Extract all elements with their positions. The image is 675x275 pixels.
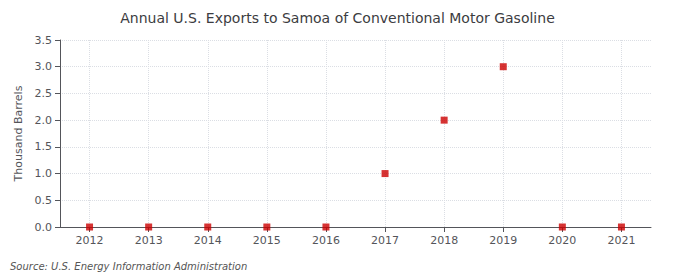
svg-text:2.5: 2.5 bbox=[35, 87, 53, 100]
svg-text:2016: 2016 bbox=[312, 234, 340, 247]
svg-text:3.0: 3.0 bbox=[35, 60, 53, 73]
svg-text:2.0: 2.0 bbox=[35, 114, 53, 127]
svg-text:2017: 2017 bbox=[371, 234, 399, 247]
svg-text:2021: 2021 bbox=[607, 234, 635, 247]
svg-text:2012: 2012 bbox=[76, 234, 104, 247]
svg-text:2020: 2020 bbox=[548, 234, 576, 247]
svg-text:Annual U.S. Exports to Samoa o: Annual U.S. Exports to Samoa of Conventi… bbox=[120, 10, 555, 26]
svg-text:0.5: 0.5 bbox=[35, 194, 53, 207]
svg-text:2019: 2019 bbox=[489, 234, 517, 247]
svg-text:2018: 2018 bbox=[430, 234, 458, 247]
svg-text:1.5: 1.5 bbox=[35, 140, 53, 153]
svg-text:2015: 2015 bbox=[253, 234, 281, 247]
svg-text:2013: 2013 bbox=[135, 234, 163, 247]
svg-text:1.0: 1.0 bbox=[35, 167, 53, 180]
svg-text:Thousand Barrels: Thousand Barrels bbox=[12, 85, 25, 182]
svg-text:2014: 2014 bbox=[194, 234, 222, 247]
svg-text:0.0: 0.0 bbox=[35, 221, 53, 234]
svg-text:Source: U.S. Energy Informatio: Source: U.S. Energy Information Administ… bbox=[10, 261, 247, 272]
svg-text:3.5: 3.5 bbox=[35, 34, 53, 47]
